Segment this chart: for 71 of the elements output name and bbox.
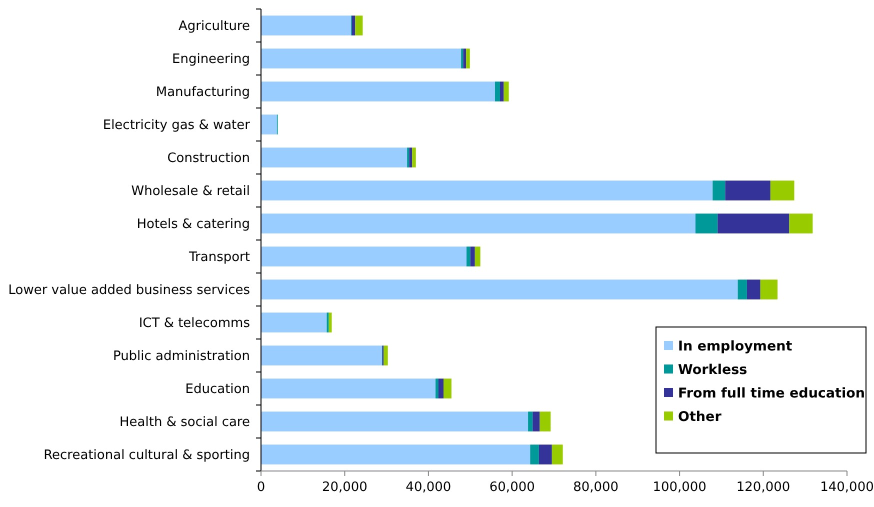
bar — [746, 280, 760, 300]
bar — [409, 148, 412, 168]
bar — [718, 214, 790, 234]
y-tick-label: Engineering — [172, 52, 250, 68]
bar — [504, 82, 509, 102]
bar — [261, 246, 467, 266]
bar — [470, 246, 475, 266]
bar — [261, 82, 495, 102]
bar — [463, 48, 466, 68]
bar — [261, 180, 713, 200]
legend-label: From full time education — [678, 386, 866, 402]
bar — [261, 280, 738, 300]
bar — [355, 16, 363, 36]
x-tick-label: 120,000 — [736, 480, 790, 495]
y-tick-label: Recreational cultural & sporting — [44, 448, 250, 464]
bar — [770, 180, 794, 200]
bar — [500, 82, 504, 102]
y-tick-label: Wholesale & retail — [131, 184, 250, 200]
bar — [725, 180, 770, 200]
bar — [261, 412, 528, 432]
x-tick-label: 40,000 — [406, 480, 452, 495]
y-tick-label: Electricity gas & water — [102, 118, 251, 134]
y-tick-label: Manufacturing — [156, 85, 250, 100]
bar — [261, 114, 277, 134]
bar — [552, 444, 563, 464]
y-tick-label: Agriculture — [178, 19, 250, 34]
bar — [538, 444, 552, 464]
bar — [532, 412, 540, 432]
y-tick-label: Public administration — [112, 349, 250, 364]
bar — [466, 246, 470, 266]
bar — [261, 378, 436, 398]
bar — [352, 16, 356, 36]
bar — [261, 444, 530, 464]
x-tick-label: 60,000 — [489, 480, 535, 495]
bar — [438, 378, 444, 398]
bar — [436, 378, 438, 398]
bar — [695, 214, 718, 234]
bar — [466, 48, 470, 68]
bar — [261, 48, 462, 68]
legend-label: Workless — [678, 362, 748, 378]
x-tick-label: 100,000 — [652, 480, 706, 495]
bar — [261, 148, 408, 168]
bar — [261, 346, 382, 366]
legend-label: In employment — [678, 338, 793, 355]
bar — [530, 444, 539, 464]
bar — [443, 378, 452, 398]
bar — [474, 246, 480, 266]
bar — [261, 312, 327, 332]
bar — [528, 412, 533, 432]
y-tick-label: ICT & telecomms — [138, 316, 250, 332]
x-tick-label: 80,000 — [573, 480, 619, 495]
bar — [384, 346, 388, 366]
x-tick-label: 0 — [256, 480, 266, 495]
y-tick-label: Education — [185, 382, 250, 398]
bar — [760, 280, 778, 300]
x-tick-label: 20,000 — [322, 480, 368, 495]
bar — [540, 412, 551, 432]
y-tick-label: Transport — [188, 250, 250, 266]
legend-label: Other — [678, 409, 722, 426]
y-tick-label: Hotels & catering — [136, 217, 250, 232]
bar — [261, 214, 696, 234]
bar — [261, 16, 351, 36]
y-tick-label: Lower value added business services — [8, 283, 250, 298]
y-tick-label: Construction — [167, 151, 250, 166]
bar — [494, 82, 500, 102]
bar — [789, 214, 813, 234]
bar — [738, 280, 747, 300]
bar — [712, 180, 726, 200]
x-tick-label: 140,000 — [820, 480, 874, 495]
y-tick-label: Health & social care — [120, 415, 250, 430]
bar — [412, 148, 416, 168]
